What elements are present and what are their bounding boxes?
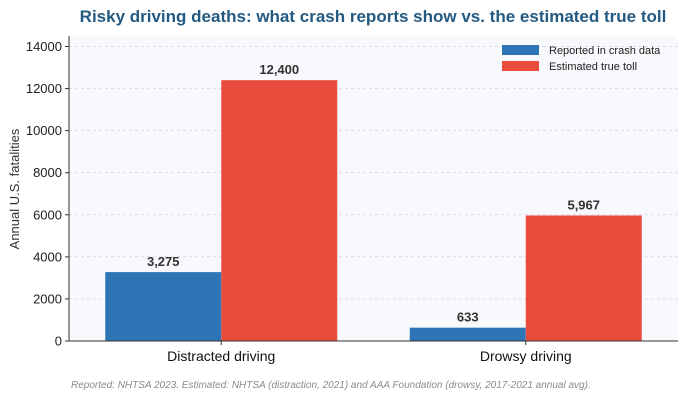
y-tick-label: 4000	[33, 249, 62, 264]
bars	[105, 80, 642, 341]
x-tick-label: Drowsy driving	[480, 348, 572, 364]
bar-1-0	[409, 327, 526, 341]
y-tick-label: 6000	[33, 207, 62, 222]
legend-label-estimated: Estimated true toll	[549, 61, 637, 73]
y-tick-label: 12000	[26, 81, 62, 96]
legend: Reported in crash data Estimated true to…	[502, 45, 661, 73]
data-label: 3,275	[147, 254, 180, 269]
source-note: Reported: NHTSA 2023. Estimated: NHTSA (…	[71, 380, 591, 391]
bar-1-1	[525, 215, 642, 341]
y-tick-label: 10000	[26, 123, 62, 138]
y-tick-label: 0	[55, 334, 62, 349]
chart-title: Risky driving deaths: what crash reports…	[80, 7, 667, 26]
y-axis-label: Annual U.S. fatalities	[7, 128, 22, 249]
y-tick-label: 14000	[26, 39, 62, 54]
data-labels: 3,275 12,400 633 5,967	[147, 62, 600, 325]
legend-swatch-reported	[502, 45, 539, 55]
legend-label-reported: Reported in crash data	[549, 45, 661, 57]
y-tick-label: 8000	[33, 165, 62, 180]
x-tick-label: Distracted driving	[167, 348, 275, 364]
y-tick-label: 2000	[33, 291, 62, 306]
bar-0-1	[221, 80, 338, 341]
legend-swatch-estimated	[502, 61, 539, 71]
bar-0-0	[105, 272, 222, 341]
data-label: 5,967	[567, 197, 600, 212]
data-label: 12,400	[259, 62, 299, 77]
x-ticks: Distracted driving Drowsy driving	[167, 341, 572, 364]
data-label: 633	[457, 310, 479, 325]
y-ticks: 0 2000 4000 6000 8000 10000 12000 14000	[26, 39, 69, 349]
